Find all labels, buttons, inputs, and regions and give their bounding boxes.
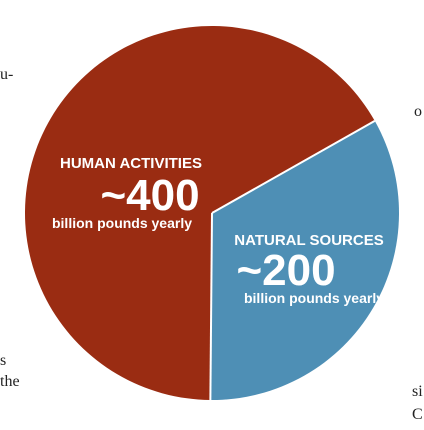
pie-slices: [24, 26, 399, 401]
clipped-text-right-2: si: [412, 383, 423, 400]
pie-slice-human-activities: [24, 26, 375, 400]
slice-value-natural-sources: ~200: [236, 246, 335, 295]
slice-separator-2: [209, 212, 213, 401]
slice-value-human-activities: ~400: [100, 171, 199, 220]
slice-separator-1: [211, 120, 376, 214]
clipped-text-left-1: u-: [0, 66, 14, 83]
slice-label-human-activities: HUMAN ACTIVITIES: [60, 155, 202, 172]
slice-unit-human-activities: billion pounds yearly: [52, 215, 192, 231]
slice-unit-natural-sources: billion pounds yearly: [244, 290, 384, 306]
clipped-text-right-3: C: [412, 406, 423, 423]
pie-slice-natural-sources: [210, 120, 399, 401]
slice-label-natural-sources: NATURAL SOURCES: [234, 232, 383, 249]
clipped-text-left-3: the: [0, 373, 20, 390]
clipped-text-right-1: o: [414, 103, 422, 120]
clipped-text-left-2: s: [0, 352, 7, 369]
